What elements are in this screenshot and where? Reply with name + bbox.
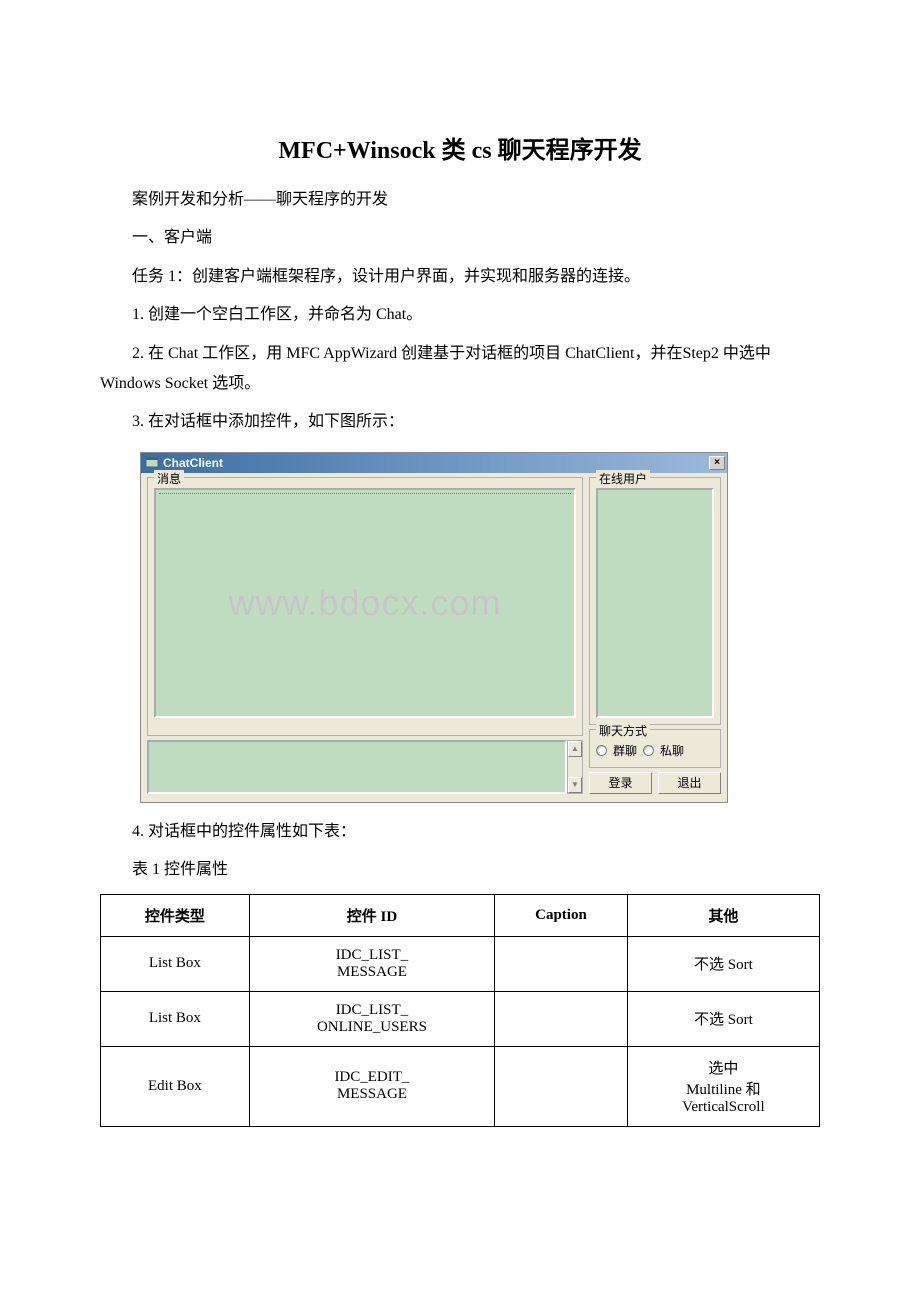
table-cell: IDC_LIST_ MESSAGE: [249, 936, 494, 991]
exit-button[interactable]: 退出: [658, 772, 721, 794]
table-header: 控件 ID: [249, 894, 494, 936]
groupbox-label: 聊天方式: [596, 722, 650, 739]
paragraph: 1. 创建一个空白工作区，并命名为 Chat。: [100, 300, 820, 330]
table-cell: [495, 936, 628, 991]
table-cell: 不选 Sort: [627, 991, 819, 1046]
close-icon[interactable]: ×: [709, 456, 725, 470]
paragraph: 2. 在 Chat 工作区，用 MFC AppWizard 创建基于对话框的项目…: [100, 339, 820, 400]
table-cell: IDC_LIST_ ONLINE_USERS: [249, 991, 494, 1046]
watermark-text: www.bdocx.com: [228, 582, 501, 624]
dialog-screenshot: ChatClient × 消息 www.bdocx.com ▲: [140, 452, 728, 803]
table-cell: List Box: [101, 991, 250, 1046]
groupbox-users: 在线用户: [589, 477, 721, 725]
control-properties-table: 控件类型 控件 ID Caption 其他 List Box IDC_LIST_…: [100, 894, 820, 1127]
table-row: Edit Box IDC_EDIT_ MESSAGE 选中 Multiline …: [101, 1046, 820, 1126]
table-cell: Edit Box: [101, 1046, 250, 1126]
table-row: List Box IDC_LIST_ MESSAGE 不选 Sort: [101, 936, 820, 991]
paragraph: 3. 在对话框中添加控件，如下图所示：: [100, 407, 820, 437]
paragraph: 案例开发和分析——聊天程序的开发: [100, 185, 820, 215]
login-button[interactable]: 登录: [589, 772, 652, 794]
radio-private-chat[interactable]: [643, 745, 654, 756]
table-row: 控件类型 控件 ID Caption 其他: [101, 894, 820, 936]
scroll-up-icon[interactable]: ▲: [568, 741, 582, 757]
scroll-down-icon[interactable]: ▼: [568, 777, 582, 793]
table-cell: 不选 Sort: [627, 936, 819, 991]
vertical-scrollbar[interactable]: ▲ ▼: [567, 740, 583, 794]
table-header: 其他: [627, 894, 819, 936]
table-row: List Box IDC_LIST_ ONLINE_USERS 不选 Sort: [101, 991, 820, 1046]
app-icon: [145, 456, 159, 470]
dialog-body: 消息 www.bdocx.com ▲ ▼: [141, 473, 727, 802]
button-row: 登录 退出: [589, 772, 721, 794]
listbox-online-users[interactable]: [596, 488, 714, 718]
table-body: List Box IDC_LIST_ MESSAGE 不选 Sort List …: [101, 936, 820, 1126]
groupbox-label: 在线用户: [596, 470, 650, 487]
groupbox-label: 消息: [154, 470, 184, 487]
radio-row: 群聊 私聊: [596, 740, 714, 761]
table-cell: [495, 991, 628, 1046]
table-header: Caption: [495, 894, 628, 936]
paragraph: 一、客户端: [100, 223, 820, 253]
table-cell: [495, 1046, 628, 1126]
editbox-message[interactable]: [147, 740, 567, 794]
table-cell: List Box: [101, 936, 250, 991]
table-cell: 选中 Multiline 和 VerticalScroll: [627, 1046, 819, 1126]
paragraph: 任务 1：创建客户端框架程序，设计用户界面，并实现和服务器的连接。: [100, 262, 820, 292]
listbox-message[interactable]: www.bdocx.com: [154, 488, 576, 718]
table-head: 控件类型 控件 ID Caption 其他: [101, 894, 820, 936]
groupbox-chatmode: 聊天方式 群聊 私聊: [589, 729, 721, 768]
table-cell: IDC_EDIT_ MESSAGE: [249, 1046, 494, 1126]
page-title: MFC+Winsock 类 cs 聊天程序开发: [100, 130, 820, 165]
titlebar-text: ChatClient: [163, 456, 709, 470]
paragraph: 4. 对话框中的控件属性如下表：: [100, 817, 820, 847]
edit-row: ▲ ▼: [147, 740, 583, 794]
table-header: 控件类型: [101, 894, 250, 936]
chatclient-dialog: ChatClient × 消息 www.bdocx.com ▲: [140, 452, 728, 803]
left-column: 消息 www.bdocx.com ▲ ▼: [147, 477, 583, 794]
table-caption: 表 1 控件属性: [100, 855, 820, 885]
radio-label: 私聊: [660, 742, 684, 759]
radio-label: 群聊: [613, 742, 637, 759]
right-column: 在线用户 聊天方式 群聊 私聊 登录 退出: [589, 477, 721, 794]
document-page: MFC+Winsock 类 cs 聊天程序开发 案例开发和分析——聊天程序的开发…: [0, 0, 920, 1187]
groupbox-message: 消息 www.bdocx.com: [147, 477, 583, 736]
radio-group-chat[interactable]: [596, 745, 607, 756]
